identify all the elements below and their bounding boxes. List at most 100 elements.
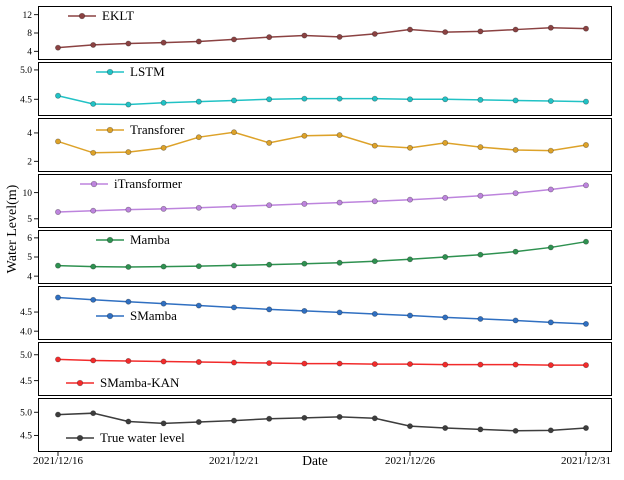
data-marker <box>512 361 519 368</box>
series-line <box>57 240 587 268</box>
legend-label: True water level <box>100 430 185 445</box>
data-marker <box>547 319 554 326</box>
data-marker <box>231 262 237 269</box>
data-marker <box>442 361 449 368</box>
data-marker <box>125 418 132 425</box>
subplot-eklt: 4 8 12 EKLT <box>23 6 612 60</box>
data-marker <box>407 423 413 430</box>
data-marker <box>301 32 308 39</box>
data-marker <box>336 95 343 102</box>
data-marker <box>301 200 308 207</box>
legend-marker <box>90 180 98 188</box>
data-marker <box>231 304 237 311</box>
data-marker <box>512 248 519 255</box>
data-marker <box>477 144 484 151</box>
data-marker <box>583 425 589 431</box>
data-marker <box>266 261 273 268</box>
data-marker <box>90 357 97 364</box>
data-marker <box>547 147 554 154</box>
data-marker <box>477 28 484 35</box>
data-marker <box>266 96 273 103</box>
data-marker <box>55 209 61 215</box>
data-marker <box>442 29 449 36</box>
axes-frame <box>38 6 612 60</box>
data-marker <box>195 263 202 270</box>
y-tick-label: 4.5 <box>20 308 32 318</box>
data-marker <box>266 139 273 146</box>
data-marker <box>371 311 378 317</box>
legend-marker <box>78 12 86 20</box>
data-marker <box>160 358 167 365</box>
data-marker <box>160 144 167 151</box>
data-marker <box>371 415 378 422</box>
series-line <box>57 296 587 325</box>
data-marker <box>301 360 308 367</box>
legend-label: Mamba <box>130 232 170 247</box>
y-tick-label: 2 <box>27 158 32 168</box>
data-marker <box>477 192 484 199</box>
data-marker <box>371 30 378 37</box>
data-marker <box>512 97 519 104</box>
data-marker <box>547 362 554 369</box>
x-axis-label: Date <box>302 453 328 468</box>
y-tick-label: 5.0 <box>20 351 32 361</box>
data-marker <box>407 196 413 203</box>
series-line <box>57 184 587 213</box>
data-marker <box>336 360 343 367</box>
x-tick-label: 2021/12/31 <box>560 455 612 467</box>
legend-label: iTransformer <box>114 176 183 191</box>
data-marker <box>512 427 519 434</box>
x-tick-label: 2021/12/16 <box>32 455 84 467</box>
legend-label: EKLT <box>102 8 134 23</box>
x-tick-label: 2021/12/26 <box>384 455 436 467</box>
data-marker <box>90 41 97 48</box>
data-marker <box>583 142 589 148</box>
y-tick-label: 4 <box>27 48 32 58</box>
data-marker <box>90 410 97 417</box>
data-marker <box>407 256 413 263</box>
data-marker <box>477 251 484 258</box>
data-marker <box>547 24 554 31</box>
y-tick-label: 12 <box>23 11 33 21</box>
legend-marker <box>106 126 114 134</box>
y-tick-label: 4.0 <box>20 327 32 337</box>
data-marker <box>195 419 202 425</box>
y-tick-label: 8 <box>27 29 32 39</box>
data-marker <box>125 298 132 305</box>
data-marker <box>336 33 343 40</box>
data-marker <box>90 149 97 156</box>
subplot-mamba: 4 5 6 Mamba <box>27 230 612 284</box>
data-marker <box>55 294 61 301</box>
data-marker <box>512 317 519 324</box>
data-marker <box>195 302 202 309</box>
data-marker <box>301 260 308 267</box>
data-marker <box>336 413 343 420</box>
y-tick-label: 5 <box>27 215 32 225</box>
data-marker <box>160 420 167 427</box>
series-line <box>57 95 587 106</box>
data-marker <box>512 26 519 33</box>
data-marker <box>477 361 484 368</box>
axes-frame <box>38 62 612 116</box>
data-marker <box>336 309 343 316</box>
data-marker <box>231 203 237 210</box>
legend-marker <box>106 312 114 320</box>
data-marker <box>90 207 97 214</box>
data-marker <box>547 427 554 434</box>
axes-frame <box>38 118 612 172</box>
data-marker <box>125 263 132 270</box>
axes-frame <box>38 342 612 396</box>
data-marker <box>583 25 589 32</box>
chart-canvas: 4.5 5.0 LSTM <box>20 62 612 116</box>
subplot-smamba-kan: 4.5 5.0 SMamba-KAN <box>20 342 612 396</box>
subplot-true-water-level: 4.5 5.0 True water level <box>20 398 612 456</box>
legend-marker <box>106 236 114 244</box>
subplot-itransformer: 5 10 iTransformer <box>23 174 612 228</box>
data-marker <box>231 97 237 104</box>
data-marker <box>195 134 202 141</box>
data-marker <box>371 95 378 102</box>
data-marker <box>547 244 554 251</box>
data-marker <box>336 259 343 266</box>
data-marker <box>301 307 308 314</box>
data-marker <box>407 361 413 368</box>
